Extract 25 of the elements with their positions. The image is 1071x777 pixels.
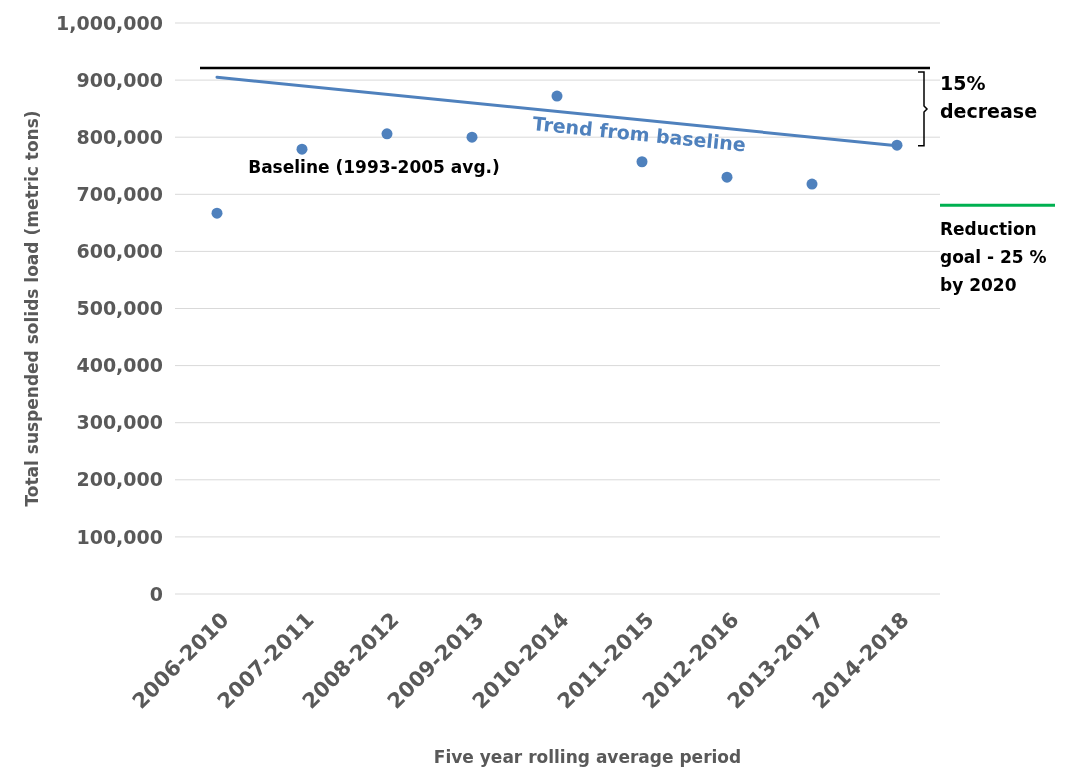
y-tick-label: 100,000 — [76, 525, 163, 548]
x-axis-title: Five year rolling average period — [433, 747, 742, 767]
y-tick-label: 800,000 — [76, 125, 163, 148]
point — [381, 128, 393, 140]
text: Trend from baseline — [531, 112, 747, 156]
y-tick-label: 500,000 — [76, 297, 163, 320]
ref-line-label: Reduction goal - 25 % by 2020 — [940, 219, 1047, 296]
ref-line-label: Baseline (1993-2005 avg.) — [248, 157, 500, 178]
y-tick-label: 900,000 — [76, 68, 163, 91]
y-axis-title: Total suspended solids load (metric tons) — [22, 110, 42, 507]
y-tick-label: 600,000 — [76, 240, 163, 263]
point — [296, 143, 308, 155]
point — [211, 207, 223, 219]
y-tick-label: 300,000 — [76, 411, 163, 434]
point — [636, 156, 648, 168]
point — [551, 90, 563, 102]
y-tick-label: 700,000 — [76, 182, 163, 205]
y-tick-label: 1,000,000 — [56, 11, 163, 34]
y-tick-label: 400,000 — [76, 354, 163, 377]
annotation: 15% decrease — [940, 72, 1038, 123]
point — [721, 171, 733, 183]
point — [466, 131, 478, 143]
y-tick-label: 0 — [149, 582, 163, 605]
point — [806, 178, 818, 190]
y-tick-label: 200,000 — [76, 468, 163, 491]
